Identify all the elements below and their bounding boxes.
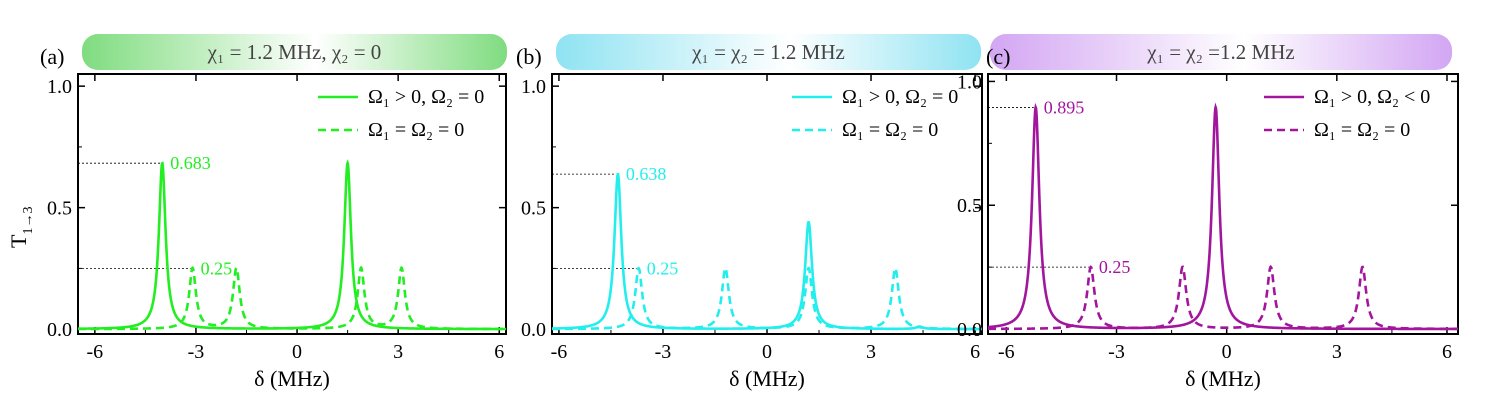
panel-label: (a) [40,44,64,69]
panel-label: (c) [986,44,1010,69]
y-tick-label: 1.0 [47,76,72,98]
y-tick-label: 0.5 [521,198,546,220]
legend-label: Ω₁ > 0, Ω₂ < 0 [1314,86,1430,108]
legend-label: Ω₁ > 0, Ω₂ = 0 [842,86,958,108]
series-dashed-line [552,266,982,331]
y-tick-label: 0.5 [957,195,982,217]
y-tick-label: 0.5 [47,198,72,220]
x-tick-label: 3 [393,341,403,363]
y-tick-label: 1.0 [521,76,546,98]
x-tick-label: 6 [494,341,504,363]
series-dashed-line [988,265,1458,331]
y-tick-label: 1.0 [957,71,982,93]
panel-2: χ₁ = χ₂ =1.2 MHz(c)-6 -3 0 3 60.00.51.0δ (MH… [957,34,1459,391]
y-tick-label: 0.0 [521,319,546,341]
x-tick-label: 0 [1222,341,1232,363]
x-axis-label: δ (MHz) [254,366,330,391]
x-tick-label: -6 [551,341,568,363]
y-axis-label: T1→3 [6,207,36,248]
series-solid-line [987,102,1458,331]
series-solid-line [78,159,506,331]
y-tick-label: 0.0 [957,319,982,341]
plot-frame [987,73,1459,335]
panel-banner [82,34,507,70]
x-tick-label: 3 [866,341,876,363]
panel-0: χ₁ = 1.2 MHz, χ₂ = 0 (a) -6 -3 0 3 6 0.0 0.5 1.0 δ… [40,34,507,391]
annotation-label: 0.638 [626,164,667,184]
panel-1: χ₁ = χ₂ = 1.2 MHz(b)-6 -3 0 3 60.00.51.0δ (M… [516,34,983,391]
series-solid-line [551,172,982,331]
panel-banner-text: χ₁ = 1.2 MHz, χ₂ = 0 [207,40,382,64]
legend-label: Ω₁ = Ω₂ = 0 [368,119,464,141]
annotation-label: 0.895 [1044,97,1085,117]
x-tick-label: 6 [1442,341,1452,363]
x-tick-label: 3 [1332,341,1342,363]
x-axis-label: δ (MHz) [1185,366,1261,391]
x-tick-label: 0 [762,341,772,363]
annotation-label: 0.683 [170,153,211,173]
annotation-label: 0.25 [1099,257,1131,277]
annotation-label: 0.25 [201,258,233,278]
plot-frame [77,73,507,335]
annotation-label: 0.25 [647,258,679,278]
panel-label: (b) [516,44,542,69]
x-tick-label: -6 [87,341,104,363]
x-tick-label: 0 [292,341,302,363]
x-tick-label: -3 [655,341,672,363]
x-tick-label: -3 [1108,341,1125,363]
y-tick-label: 0.0 [47,319,72,341]
series-dashed-line [78,265,506,331]
panel-banner-text: χ₁ = χ₂ =1.2 MHz [1146,40,1294,64]
panel-banner [990,34,1452,70]
legend-label: Ω₁ = Ω₂ = 0 [1314,119,1410,141]
legend-label: Ω₁ > 0, Ω₂ = 0 [368,86,484,108]
legend-label: Ω₁ = Ω₂ = 0 [842,119,938,141]
x-tick-label: -6 [998,341,1015,363]
panel-banner [556,34,981,70]
x-tick-label: -3 [188,341,205,363]
x-axis-label: δ (MHz) [729,366,805,391]
x-tick-label: 6 [970,341,980,363]
panel-banner-text: χ₁ = χ₂ = 1.2 MHz [691,40,845,64]
y-axis-label-subscript: 1→3 [21,207,36,235]
